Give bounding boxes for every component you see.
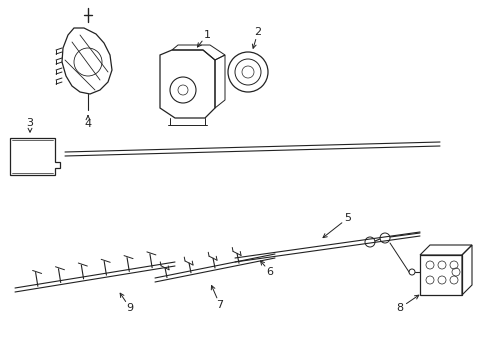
Text: 3: 3 bbox=[26, 118, 33, 128]
Text: 7: 7 bbox=[217, 300, 223, 310]
Text: 4: 4 bbox=[84, 119, 92, 129]
Text: 5: 5 bbox=[344, 213, 351, 223]
Text: 6: 6 bbox=[267, 267, 273, 277]
Text: 9: 9 bbox=[126, 303, 134, 313]
Text: 2: 2 bbox=[254, 27, 262, 37]
Text: 1: 1 bbox=[203, 30, 211, 40]
Text: 8: 8 bbox=[396, 303, 404, 313]
